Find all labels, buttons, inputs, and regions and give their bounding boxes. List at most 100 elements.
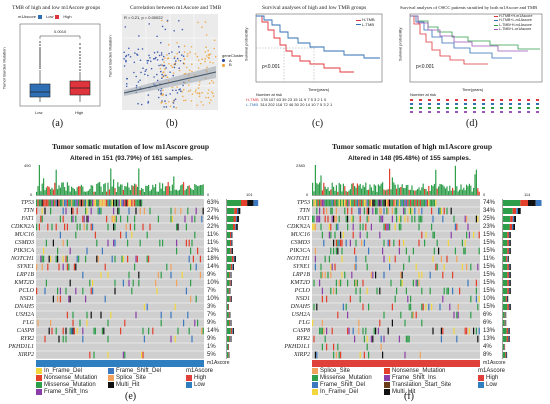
tmb-bar bbox=[362, 185, 364, 195]
mutation-cell bbox=[341, 271, 343, 279]
panel-c-km bbox=[255, 13, 383, 83]
tmb-bar bbox=[435, 169, 437, 195]
mutation-cell bbox=[363, 351, 365, 359]
mutation-cell bbox=[143, 207, 145, 215]
mutation-cell bbox=[398, 239, 400, 247]
mutation-cell bbox=[348, 199, 350, 207]
mutation-cell bbox=[72, 207, 74, 215]
mutation-cell bbox=[412, 199, 414, 207]
mutation-cell bbox=[408, 199, 410, 207]
mutation-cell bbox=[142, 327, 144, 335]
mutation-cell bbox=[320, 327, 322, 335]
mutation-cell bbox=[149, 207, 151, 215]
tmb-bar bbox=[122, 190, 124, 195]
mutation-cell bbox=[313, 303, 315, 311]
scatter-point bbox=[196, 92, 199, 95]
side-bar-segment bbox=[227, 328, 231, 334]
mutation-cell bbox=[398, 199, 400, 207]
scatter-point bbox=[140, 71, 142, 74]
mutation-cell bbox=[55, 327, 57, 335]
mutation-cell bbox=[114, 199, 116, 207]
swatch bbox=[384, 389, 390, 395]
mutation-cell bbox=[337, 223, 339, 231]
tmb-bar bbox=[114, 188, 116, 195]
mutation-cell bbox=[372, 271, 374, 279]
panel-e: Tumor somatic mutation of low m1Ascore g… bbox=[0, 138, 270, 404]
legend-label: Frame_Shift_Ins bbox=[392, 375, 437, 381]
side-bar-segment bbox=[232, 248, 233, 254]
scatter-point bbox=[148, 23, 150, 25]
legend-f-frame-shift-del: Frame_Shift_Del bbox=[312, 382, 365, 388]
tmb-bar bbox=[390, 189, 392, 195]
mutation-cell bbox=[390, 279, 392, 287]
scatter-point bbox=[197, 21, 199, 24]
mutation-cell bbox=[313, 335, 315, 343]
mutation-cell bbox=[72, 199, 74, 207]
pct-label-flg: 6% bbox=[483, 320, 492, 326]
mutation-cell bbox=[101, 327, 103, 335]
tmb-bar bbox=[71, 186, 73, 195]
scatter-point bbox=[169, 93, 171, 95]
mutation-cell bbox=[412, 279, 414, 287]
mutation-cell bbox=[36, 207, 38, 215]
scatter-point bbox=[172, 74, 174, 77]
gene-label-xirp2: XIRP2 bbox=[18, 352, 34, 358]
mutation-cell bbox=[384, 199, 386, 207]
mutation-cell bbox=[57, 255, 59, 263]
tmb-bar bbox=[450, 190, 452, 195]
mutation-cell bbox=[176, 247, 178, 255]
side-bar-segment bbox=[508, 304, 510, 310]
tmb-bar bbox=[324, 186, 326, 195]
mutation-cell bbox=[328, 223, 330, 231]
swatch bbox=[186, 375, 192, 381]
mutation-cell bbox=[319, 327, 321, 335]
mutation-cell bbox=[121, 255, 123, 263]
mutation-cell bbox=[171, 215, 173, 223]
mutation-cell bbox=[417, 199, 419, 207]
side-bar-segment bbox=[516, 208, 519, 214]
mutation-cell bbox=[92, 223, 94, 231]
mutation-cell bbox=[68, 295, 70, 303]
mutation-cell bbox=[191, 215, 193, 223]
scatter-point bbox=[133, 61, 136, 64]
mutation-cell bbox=[404, 199, 406, 207]
mutation-cell bbox=[411, 199, 413, 207]
mutation-cell bbox=[386, 207, 388, 215]
scatter-point bbox=[213, 39, 216, 42]
tmb-bar bbox=[326, 189, 328, 195]
side-bar-segment bbox=[508, 328, 509, 334]
side-bar-segment bbox=[503, 344, 505, 350]
scatter-point bbox=[124, 26, 127, 28]
mutation-cell bbox=[397, 199, 399, 207]
scatter-point bbox=[162, 76, 164, 78]
mutation-cell bbox=[400, 311, 402, 319]
tmb-bar bbox=[431, 185, 433, 195]
scatter-point bbox=[125, 59, 127, 62]
mutation-cell bbox=[134, 199, 136, 207]
side-bar-segment bbox=[227, 280, 230, 286]
mutation-cell bbox=[114, 239, 116, 247]
tmb-bar bbox=[433, 183, 435, 195]
mutation-cell bbox=[405, 199, 407, 207]
mutation-cell bbox=[155, 279, 157, 287]
mutation-cell bbox=[404, 215, 406, 223]
mutation-cell bbox=[363, 207, 365, 215]
tmb-bar bbox=[160, 188, 162, 195]
mutation-cell bbox=[320, 271, 322, 279]
mutation-cell bbox=[335, 279, 337, 287]
mutation-cell bbox=[333, 247, 335, 255]
mutation-cell bbox=[345, 215, 347, 223]
mutation-cell bbox=[355, 239, 357, 247]
mutation-cell bbox=[404, 351, 406, 359]
side-bar-segment bbox=[231, 240, 232, 246]
side-bar-segment bbox=[231, 232, 232, 238]
mutation-cell bbox=[366, 215, 368, 223]
mutation-cell bbox=[71, 199, 73, 207]
mutation-cell bbox=[76, 223, 78, 231]
gene-label-ttn: TTN bbox=[299, 208, 310, 214]
tmb-bar bbox=[85, 191, 87, 195]
mutation-cell bbox=[100, 207, 102, 215]
mutation-cell bbox=[464, 239, 466, 247]
mutation-cell bbox=[377, 199, 379, 207]
mutation-cell bbox=[366, 199, 368, 207]
